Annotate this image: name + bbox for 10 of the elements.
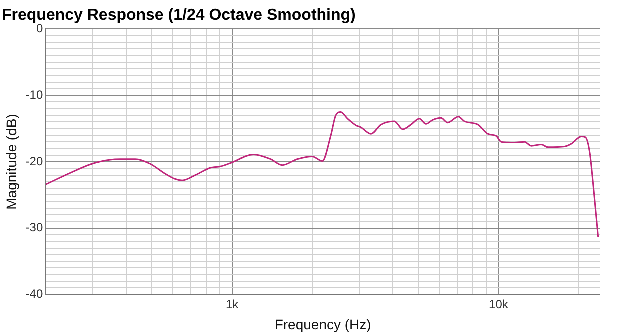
x-tick-label: 10k	[489, 297, 510, 312]
chart-title: Frequency Response (1/24 Octave Smoothing)	[2, 7, 356, 24]
y-tick-label: 0	[36, 22, 44, 36]
x-axis-title: Frequency (Hz)	[274, 316, 372, 332]
y-tick-label: -40	[26, 287, 44, 302]
y-axis-title: Magnitude (dB)	[3, 114, 20, 210]
y-tick-label: -10	[26, 88, 44, 102]
y-tick-label: -20	[26, 154, 44, 168]
x-tick-label: 1k	[226, 297, 240, 312]
y-tick-label: -30	[26, 220, 44, 235]
